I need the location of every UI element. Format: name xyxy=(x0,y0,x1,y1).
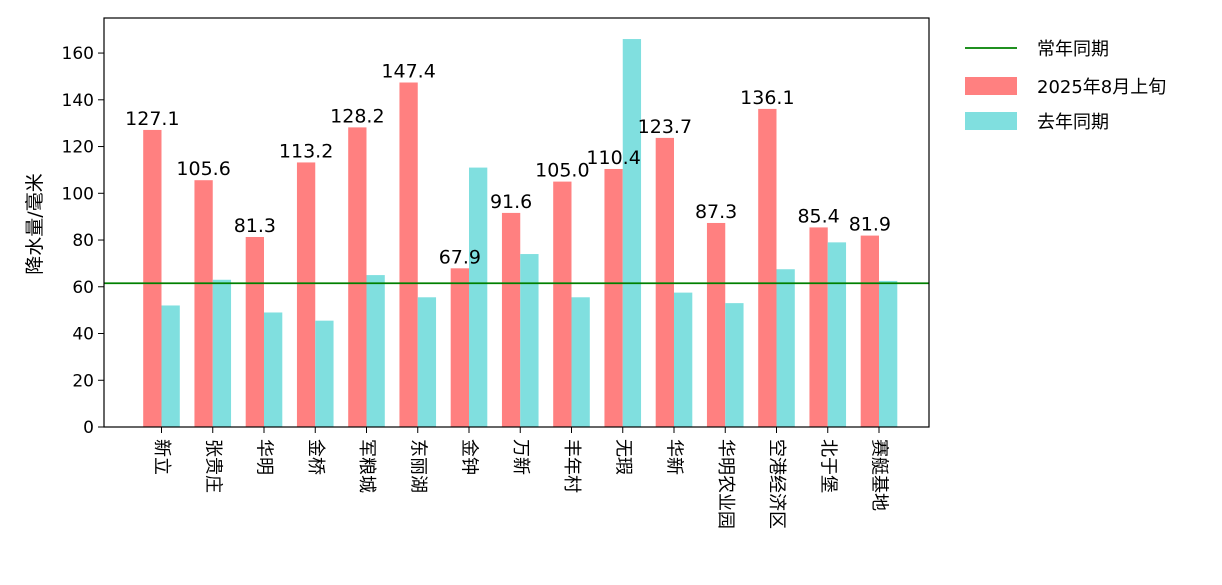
y-tick-label-60: 60 xyxy=(72,278,94,298)
bar-current-14 xyxy=(860,235,879,427)
bar-last-year-13 xyxy=(827,242,847,427)
x-tick-label-8: 丰年村 xyxy=(561,439,582,493)
y-axis: 0 20 40 60 80 100 120 140 160 xyxy=(62,44,104,438)
data-label-0: 127.1 xyxy=(125,108,179,130)
x-tick-label-1: 张贵庄 xyxy=(202,439,223,493)
plot-frame xyxy=(103,17,930,428)
data-label-7: 91.6 xyxy=(490,191,532,213)
x-tick-label-14: 赛艇基地 xyxy=(869,439,890,511)
legend-swatch-2 xyxy=(965,112,1017,130)
bar-last-year-3 xyxy=(315,320,334,427)
y-tick-label-100: 100 xyxy=(62,184,94,204)
data-label-12: 136.1 xyxy=(740,87,794,109)
data-label-9: 110.4 xyxy=(586,147,640,169)
bar-current-7 xyxy=(501,212,521,427)
bar-last-year-10 xyxy=(674,292,693,427)
data-label-8: 105.0 xyxy=(535,160,589,182)
bar-last-year-2 xyxy=(264,312,283,427)
y-tick-label-0: 0 xyxy=(83,418,94,438)
bar-last-year-9 xyxy=(622,39,642,427)
bar-current-4 xyxy=(348,127,367,427)
bar-last-year-12 xyxy=(776,269,795,427)
y-tick-label-20: 20 xyxy=(72,371,94,391)
x-tick-label-4: 军粮城 xyxy=(356,439,377,493)
y-axis-title: 降水量/毫米 xyxy=(24,173,46,274)
bar-current-9 xyxy=(604,168,623,427)
legend-label-0: 常年同期 xyxy=(1037,39,1109,60)
bar-current-5 xyxy=(399,82,418,428)
bar-current-1 xyxy=(194,180,213,427)
bar-current-0 xyxy=(143,129,162,427)
data-label-10: 123.7 xyxy=(638,116,692,138)
data-label-1: 105.6 xyxy=(176,158,230,180)
bar-last-year-1 xyxy=(212,279,232,427)
data-label-3: 113.2 xyxy=(279,140,333,162)
y-tick-label-80: 80 xyxy=(72,231,94,251)
x-tick-label-0: 新立 xyxy=(151,439,172,475)
bar-last-year-4 xyxy=(366,275,385,427)
bar-last-year-11 xyxy=(725,303,744,427)
y-tick-label-120: 120 xyxy=(62,138,94,158)
x-tick-label-12: 空港经济区 xyxy=(766,439,787,529)
bar-current-13 xyxy=(809,227,828,427)
data-label-4: 128.2 xyxy=(330,105,384,127)
legend-swatch-1 xyxy=(965,77,1017,95)
x-tick-label-3: 金桥 xyxy=(305,439,326,475)
plot-area: 127.1 105.6 81.3 113.2 128.2 147.4 67.9 91.6105… xyxy=(103,17,930,428)
x-tick-label-10: 华新 xyxy=(664,439,685,475)
x-tick-label-13: 北于堡 xyxy=(817,439,838,493)
data-label-14: 81.9 xyxy=(849,214,891,236)
x-tick-label-2: 华明 xyxy=(254,439,275,475)
bar-current-3 xyxy=(296,162,316,427)
y-tick-label-160: 160 xyxy=(62,44,94,64)
x-tick-label-11: 华明农业园 xyxy=(715,439,736,529)
data-label-13: 85.4 xyxy=(797,205,839,227)
data-label-6: 67.9 xyxy=(439,246,481,268)
bar-last-year-0 xyxy=(161,305,180,427)
bar-last-year-8 xyxy=(571,297,590,427)
data-label-5: 147.4 xyxy=(381,61,435,83)
bar-current-2 xyxy=(245,236,264,427)
bar-last-year-6 xyxy=(469,167,488,427)
data-label-2: 81.3 xyxy=(234,215,276,237)
data-label-11: 87.3 xyxy=(695,201,737,223)
x-tick-label-9: 无瑕 xyxy=(612,439,633,475)
x-tick-label-6: 金钟 xyxy=(459,439,480,475)
bar-current-12 xyxy=(758,108,777,427)
bar-last-year-7 xyxy=(520,254,539,427)
bar-current-8 xyxy=(553,181,572,427)
y-tick-label-140: 140 xyxy=(62,91,94,111)
bar-current-6 xyxy=(450,268,469,427)
y-tick-label-40: 40 xyxy=(72,325,94,345)
legend-label-1: 2025年8月上旬 xyxy=(1037,77,1166,98)
legend-label-2: 去年同期 xyxy=(1037,112,1109,133)
bar-last-year-5 xyxy=(417,297,437,427)
x-tick-label-5: 东丽湖 xyxy=(407,439,428,493)
bar-current-11 xyxy=(706,222,726,427)
x-tick-label-7: 万新 xyxy=(510,439,531,475)
bar-last-year-14 xyxy=(879,280,898,427)
x-axis: 新立 张贵庄 华明 金桥 军粮城 东丽湖 金钟 万新 丰年村 无瑕 华新 华明农业园 空港经济区 北于堡 赛… xyxy=(151,427,890,529)
